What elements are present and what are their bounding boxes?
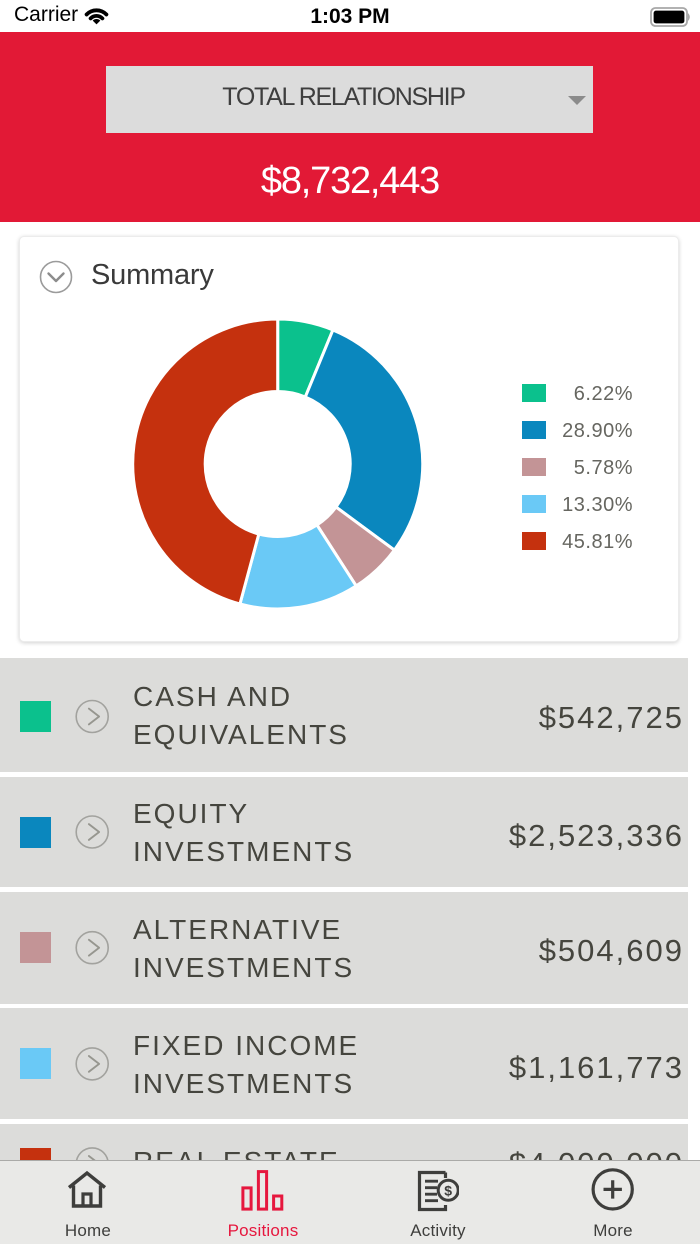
svg-text:$: $: [444, 1182, 452, 1198]
